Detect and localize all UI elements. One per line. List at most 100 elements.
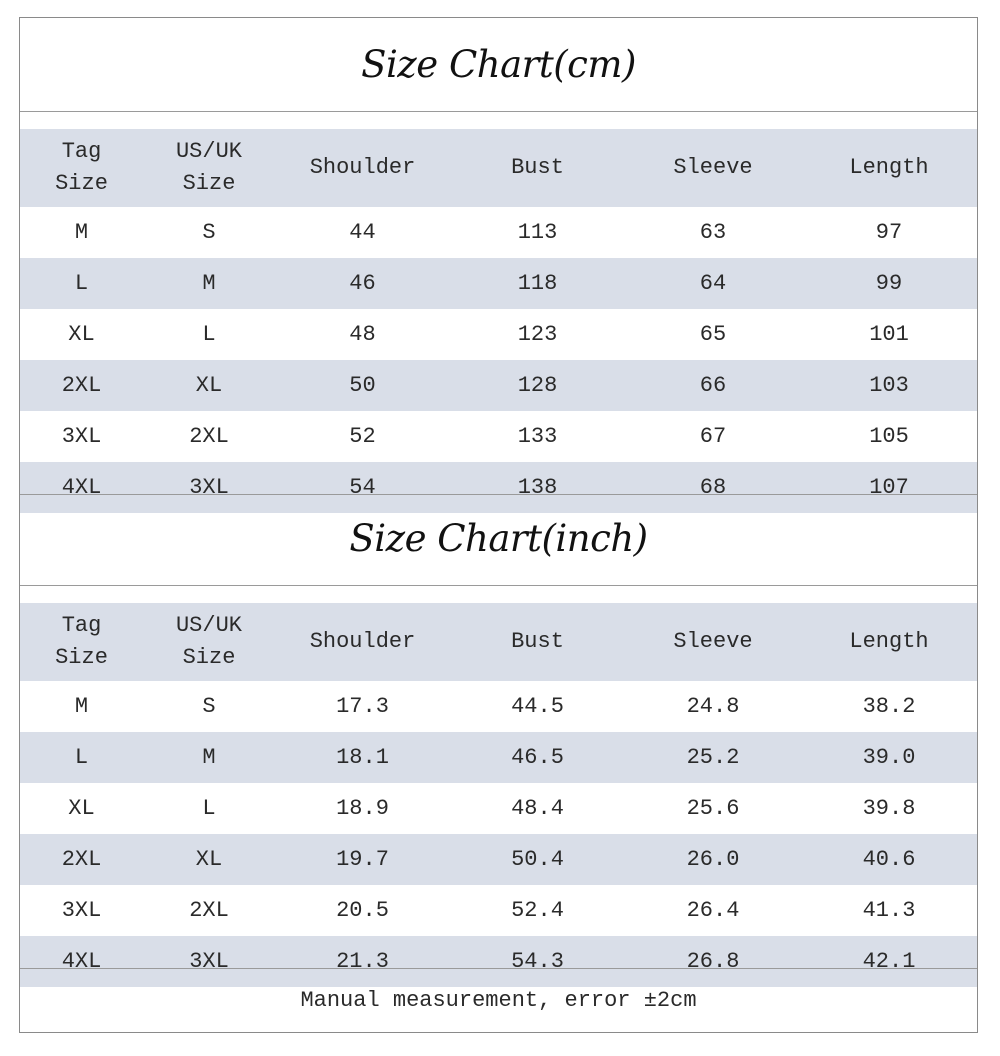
table-cell: 52 (349, 424, 376, 449)
table-cell: 50 (349, 373, 376, 398)
column-header: Shoulder (309, 155, 416, 180)
table-cell: 21.3 (336, 949, 389, 974)
table-cell: 44.5 (511, 694, 564, 719)
table-row: L M 18.1 46.5 25.2 39.0 (20, 732, 977, 783)
table-cell: 3XL (61, 898, 102, 923)
table-cell: 128 (517, 373, 558, 398)
table-cell: 20.5 (336, 898, 389, 923)
table-cell: 48.4 (511, 796, 564, 821)
table-cell: 24.8 (686, 694, 740, 719)
table-cell: 46 (349, 271, 376, 296)
table-cell: 41.3 (862, 898, 916, 923)
table-row: 3XL 2XL 52 133 67 105 (20, 411, 977, 462)
column-header: Sleeve (673, 629, 753, 654)
column-header: US/UK Size (175, 139, 242, 196)
table-cell: 52.4 (511, 898, 564, 923)
table-cell: 68 (699, 475, 727, 500)
table-row: XL L 48 123 65 101 (20, 309, 977, 360)
table-cell: L (74, 745, 89, 770)
column-header: Tag Size (55, 139, 108, 196)
table-cell: 39.8 (862, 796, 916, 821)
table-cell: 18.1 (336, 745, 389, 770)
column-header: Length (849, 155, 929, 180)
table-row: M S 44 113 63 97 (20, 207, 977, 258)
table-row: 2XL XL 50 128 66 103 (20, 360, 977, 411)
table-cell: 138 (517, 475, 558, 500)
table-cell: 54 (349, 475, 376, 500)
column-header: Bust (511, 155, 564, 180)
table-cell: 38.2 (862, 694, 916, 719)
table-cell: S (202, 694, 216, 719)
table-row: 4XL 3XL 54 138 68 107 (20, 462, 977, 513)
table-cell: 3XL (189, 475, 229, 500)
table-cell: 99 (875, 271, 903, 296)
measurement-footnote: Manual measurement, error ±2cm (300, 988, 697, 1013)
table-cell: 101 (869, 322, 909, 347)
table-cell: M (202, 271, 216, 296)
table-cell: 4XL (61, 949, 102, 974)
table-cell: L (202, 796, 216, 821)
table-cell: 42.1 (862, 949, 916, 974)
table-row: 3XL 2XL 20.5 52.4 26.4 41.3 (20, 885, 977, 936)
size-chart-frame: Size Chart(cm) Tag Size US/UK Size Shoulde… (19, 17, 978, 1033)
table-cell: 105 (869, 424, 909, 449)
table-cell: 17.3 (336, 694, 389, 719)
size-table-inch: Tag Size US/UK Size Shoulder Bust Sleeve Leng… (20, 603, 977, 987)
column-header: Shoulder (309, 629, 416, 654)
table-row: XL L 18.9 48.4 25.6 39.8 (20, 783, 977, 834)
column-header: Bust (511, 629, 564, 654)
divider (20, 968, 977, 969)
table-row: 4XL 3XL 21.3 54.3 26.8 42.1 (20, 936, 977, 987)
table-cell: 2XL (189, 424, 229, 449)
table-cell: 19.7 (336, 847, 389, 872)
size-chart-cm-title: Size Chart(cm) (361, 43, 636, 86)
table-cell: 48 (349, 322, 376, 347)
table-cell: M (74, 220, 89, 245)
table-cell: 46.5 (511, 745, 564, 770)
table-cell: 26.0 (686, 847, 740, 872)
table-cell: 67 (699, 424, 727, 449)
table-cell: 103 (869, 373, 909, 398)
size-chart-inch-title: Size Chart(inch) (349, 517, 648, 560)
table-header-row: Tag Size US/UK Size Shoulder Bust Sleeve Leng… (20, 129, 977, 207)
table-cell: 26.8 (686, 949, 740, 974)
size-table-cm: Tag Size US/UK Size Shoulder Bust Sleeve Leng… (20, 129, 977, 513)
table-cell: M (74, 694, 89, 719)
table-cell: 54.3 (511, 949, 564, 974)
table-cell: 123 (517, 322, 558, 347)
table-cell: 64 (699, 271, 727, 296)
table-cell: 63 (699, 220, 727, 245)
table-row: 2XL XL 19.7 50.4 26.0 40.6 (20, 834, 977, 885)
table-row: M S 17.3 44.5 24.8 38.2 (20, 681, 977, 732)
table-cell: 66 (699, 373, 727, 398)
table-cell: S (202, 220, 216, 245)
table-cell: 25.2 (686, 745, 740, 770)
table-cell: 25.6 (686, 796, 740, 821)
table-cell: 44 (349, 220, 376, 245)
table-cell: 3XL (189, 949, 229, 974)
table-cell: 50.4 (511, 847, 564, 872)
table-row: L M 46 118 64 99 (20, 258, 977, 309)
divider (20, 111, 977, 112)
table-cell: 39.0 (862, 745, 916, 770)
divider (20, 494, 977, 495)
table-cell: L (74, 271, 89, 296)
divider (20, 585, 977, 586)
table-cell: XL (68, 796, 95, 821)
table-cell: 65 (699, 322, 727, 347)
column-header: Length (849, 629, 929, 654)
table-cell: 4XL (61, 475, 102, 500)
table-cell: 2XL (189, 898, 229, 923)
table-cell: 3XL (61, 424, 102, 449)
column-header: Tag Size (55, 613, 108, 670)
table-cell: L (202, 322, 216, 347)
table-cell: XL (68, 322, 95, 347)
table-cell: 133 (517, 424, 558, 449)
table-cell: 2XL (61, 373, 102, 398)
table-cell: 26.4 (686, 898, 740, 923)
table-cell: 40.6 (862, 847, 916, 872)
table-header-row: Tag Size US/UK Size Shoulder Bust Sleeve Leng… (20, 603, 977, 681)
table-cell: 97 (875, 220, 903, 245)
table-cell: 113 (517, 220, 558, 245)
table-cell: XL (195, 847, 223, 872)
